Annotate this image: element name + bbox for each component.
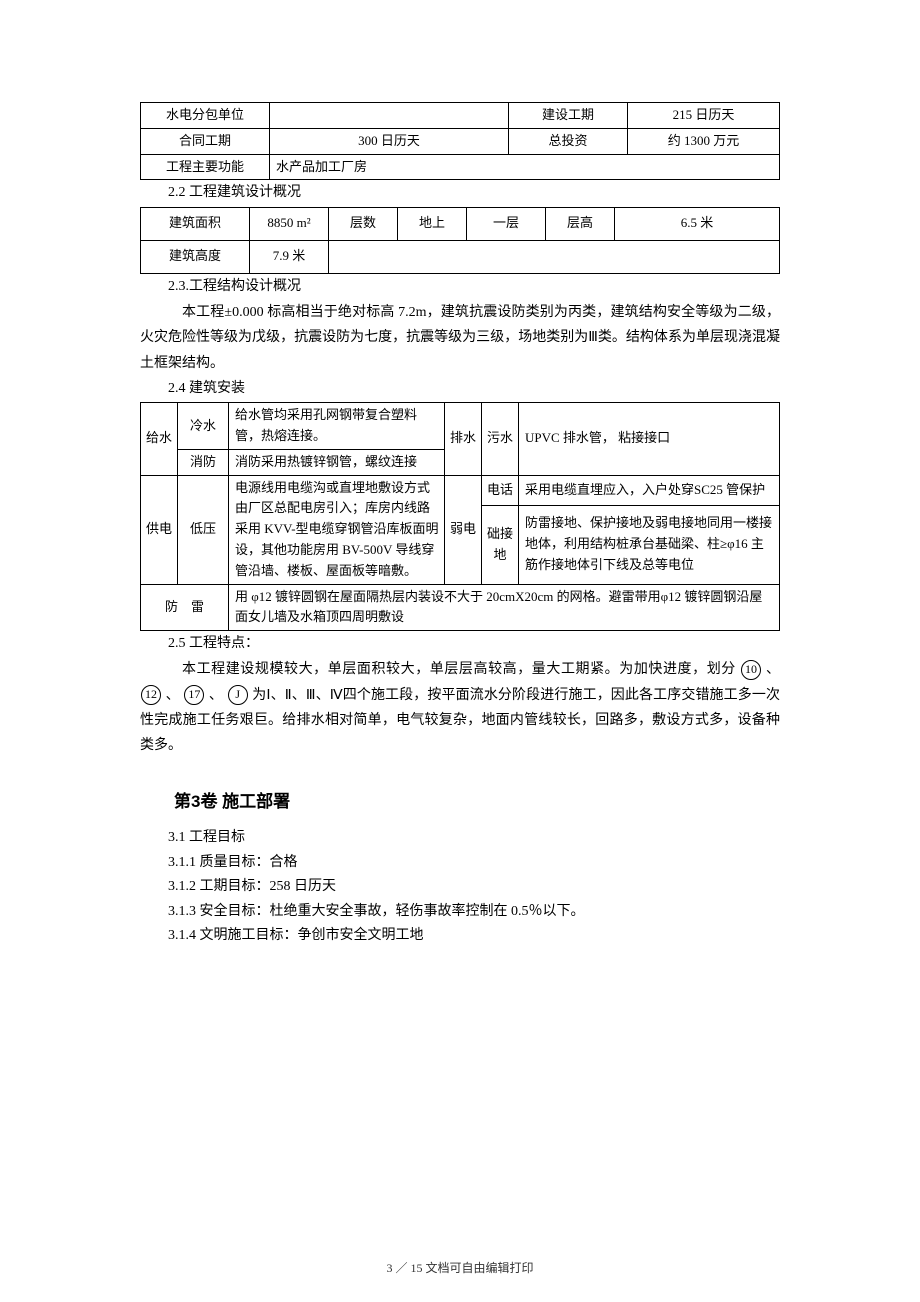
cell: 防雷接地、保护接地及弱电接地同用一楼接地体，利用结构桩承台基础梁、柱≥φ16 主… [519, 505, 780, 584]
text: 本工程建设规模较大，单层面积较大，单层层高较高，量大工期紧。为加快进度，划分 [182, 662, 740, 677]
circled-number: 12 [141, 685, 161, 705]
cell: 约 1300 万元 [628, 128, 780, 154]
cell: 一层 [467, 207, 546, 240]
cell: 给水 [141, 403, 178, 475]
cell [329, 240, 780, 273]
table-building-install: 给水 冷水 给水管均采用孔网钢带复合塑料管，热熔连接。 排水 污水 UPVC 排… [140, 402, 780, 631]
cell: 水产品加工厂房 [270, 154, 780, 180]
circled-letter: J [228, 685, 248, 705]
cell: 防 雷 [141, 584, 229, 631]
circled-number: 17 [184, 685, 204, 705]
cell: 弱电 [445, 475, 482, 584]
cell: 水电分包单位 [141, 103, 270, 129]
line-3-1: 3.1 工程目标 [140, 827, 780, 849]
cell: 总投资 [509, 128, 628, 154]
line-3-1-1: 3.1.1 质量目标：合格 [140, 852, 780, 874]
cell: 层高 [546, 207, 615, 240]
cell: 消防采用热镀锌钢管，螺纹连接 [229, 449, 445, 475]
line-3-1-4: 3.1.4 文明施工目标：争创市安全文明工地 [140, 925, 780, 947]
cell: 建筑面积 [141, 207, 250, 240]
cell: 低压 [178, 475, 229, 584]
cell: 础接地 [482, 505, 519, 584]
cell: 6.5 米 [615, 207, 780, 240]
section-2-4-title: 2.4 建筑安装 [140, 378, 780, 400]
heading-vol3: 第3卷 施工部署 [174, 788, 780, 815]
cell [270, 103, 509, 129]
table-building-design: 建筑面积 8850 m² 层数 地上 一层 层高 6.5 米 建筑高度 7.9 … [140, 207, 780, 274]
line-3-1-2: 3.1.2 工期目标：258 日历天 [140, 876, 780, 898]
section-2-5-title: 2.5 工程特点： [140, 633, 780, 655]
cell: 排水 [445, 403, 482, 475]
cell: 建筑高度 [141, 240, 250, 273]
line-3-1-3: 3.1.3 安全目标：杜绝重大安全事故，轻伤事故率控制在 0.5％以下。 [140, 901, 780, 923]
cell: 电源线用电缆沟或直埋地敷设方式由厂区总配电房引入；库房内线路采用 KVV-型电缆… [229, 475, 445, 584]
cell: UPVC 排水管， 粘接接口 [519, 403, 780, 475]
cell: 建设工期 [509, 103, 628, 129]
cell: 300 日历天 [270, 128, 509, 154]
cell: 工程主要功能 [141, 154, 270, 180]
para-2-5: 本工程建设规模较大，单层面积较大，单层层高较高，量大工期紧。为加快进度，划分 1… [140, 657, 780, 758]
page-footer: 3 ／ 15 文档可自由编辑打印 [0, 1259, 920, 1278]
cell: 8850 m² [250, 207, 329, 240]
circled-number: 10 [741, 660, 761, 680]
section-2-3-title: 2.3.工程结构设计概况 [140, 276, 780, 298]
cell: 给水管均采用孔网钢带复合塑料管，热熔连接。 [229, 403, 445, 450]
table-project-info: 水电分包单位 建设工期 215 日历天 合同工期 300 日历天 总投资 约 1… [140, 102, 780, 180]
cell: 冷水 [178, 403, 229, 450]
cell: 层数 [329, 207, 398, 240]
cell: 采用电缆直埋应入，入户处穿SC25 管保护 [519, 475, 780, 505]
section-2-2-title: 2.2 工程建筑设计概况 [140, 182, 780, 204]
para-2-3: 本工程±0.000 标高相当于绝对标高 7.2m，建筑抗震设防类别为丙类，建筑结… [140, 300, 780, 376]
cell: 电话 [482, 475, 519, 505]
cell: 污水 [482, 403, 519, 475]
cell: 消防 [178, 449, 229, 475]
cell: 7.9 米 [250, 240, 329, 273]
cell: 215 日历天 [628, 103, 780, 129]
cell: 用 φ12 镀锌圆钢在屋面隔热层内装设不大于 20cmX20cm 的网格。避雷带… [229, 584, 780, 631]
cell: 供电 [141, 475, 178, 584]
cell: 地上 [398, 207, 467, 240]
cell: 合同工期 [141, 128, 270, 154]
